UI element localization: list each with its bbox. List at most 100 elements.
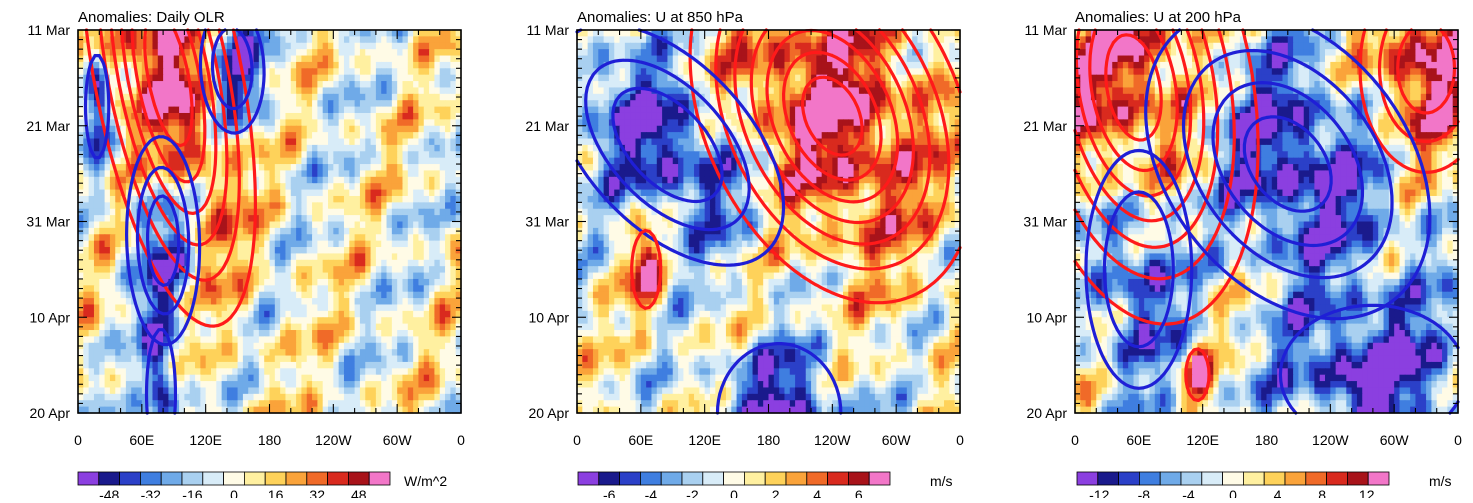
- heatmap-cell: [275, 356, 281, 363]
- heatmap-cell: [301, 279, 307, 286]
- heatmap-cell: [296, 75, 302, 82]
- heatmap-cell: [270, 119, 276, 126]
- heatmap-cell: [387, 381, 393, 388]
- heatmap-cell: [174, 190, 180, 197]
- heatmap-cell: [333, 336, 339, 343]
- heatmap-cell: [402, 324, 408, 331]
- heatmap-cell: [254, 362, 260, 369]
- heatmap-cell: [222, 234, 228, 241]
- heatmap-cell: [349, 387, 355, 394]
- heatmap-cell: [211, 202, 217, 209]
- heatmap-cell: [917, 30, 923, 37]
- heatmap-cell: [402, 394, 408, 401]
- heatmap-cell: [445, 170, 451, 177]
- heatmap-cell: [312, 387, 318, 394]
- heatmap-cell: [89, 381, 95, 388]
- heatmap-cell: [285, 298, 291, 305]
- heatmap-cell: [376, 36, 382, 43]
- heatmap-cell: [450, 260, 456, 267]
- heatmap-cell: [360, 56, 366, 63]
- heatmap-cell: [387, 196, 393, 203]
- heatmap-cell: [115, 202, 121, 209]
- heatmap-cell: [387, 311, 393, 318]
- colorbar-box: [348, 472, 369, 485]
- heatmap-cell: [152, 56, 158, 63]
- heatmap-cell: [854, 56, 860, 63]
- heatmap-cell: [413, 119, 419, 126]
- heatmap-cell: [450, 113, 456, 120]
- heatmap-cell: [376, 368, 382, 375]
- heatmap-cell: [397, 247, 403, 254]
- heatmap-cell: [450, 222, 456, 229]
- heatmap-cell: [317, 241, 323, 248]
- heatmap-cell: [413, 49, 419, 56]
- heatmap-cell: [434, 266, 440, 273]
- heatmap-cell: [429, 107, 435, 114]
- heatmap-cell: [89, 241, 95, 248]
- heatmap-cell: [200, 362, 206, 369]
- heatmap-cell: [726, 36, 732, 43]
- heatmap-cell: [307, 336, 313, 343]
- heatmap-cell: [434, 368, 440, 375]
- heatmap-cell: [450, 75, 456, 82]
- heatmap-cell: [726, 68, 732, 75]
- heatmap-cell: [115, 311, 121, 318]
- heatmap-cell: [355, 177, 361, 184]
- heatmap-cell: [83, 202, 89, 209]
- heatmap-cell: [360, 349, 366, 356]
- heatmap-cell: [365, 56, 371, 63]
- heatmap-cell: [408, 139, 414, 146]
- heatmap-cell: [275, 394, 281, 401]
- heatmap-cell: [397, 228, 403, 235]
- heatmap-cell: [89, 349, 95, 356]
- heatmap-cell: [450, 107, 456, 114]
- heatmap-cell: [387, 145, 393, 152]
- heatmap-cell: [152, 356, 158, 363]
- heatmap-cell: [89, 368, 95, 375]
- colorbar-label: 0: [230, 487, 238, 498]
- heatmap-cell: [365, 202, 371, 209]
- heatmap-cell: [769, 36, 775, 43]
- heatmap-cell: [296, 241, 302, 248]
- heatmap-cell: [397, 151, 403, 158]
- heatmap-cell: [371, 56, 377, 63]
- heatmap-cell: [280, 356, 286, 363]
- heatmap-cell: [280, 228, 286, 235]
- heatmap-cell: [291, 292, 297, 299]
- heatmap-cell: [371, 209, 377, 216]
- heatmap-cell: [275, 260, 281, 267]
- heatmap-cell: [168, 43, 174, 50]
- heatmap-cell: [275, 151, 281, 158]
- heatmap-cell: [408, 285, 414, 292]
- heatmap-cell: [620, 43, 626, 50]
- heatmap-cell: [360, 190, 366, 197]
- heatmap-cell: [126, 311, 132, 318]
- heatmap-cell: [349, 145, 355, 152]
- heatmap-cell: [296, 177, 302, 184]
- heatmap-cell: [115, 285, 121, 292]
- heatmap-cell: [434, 87, 440, 94]
- heatmap-cell: [275, 241, 281, 248]
- heatmap-cell: [275, 324, 281, 331]
- heatmap-cell: [301, 381, 307, 388]
- heatmap-cell: [89, 177, 95, 184]
- heatmap-cell: [355, 119, 361, 126]
- heatmap-cell: [604, 68, 610, 75]
- heatmap-cell: [184, 145, 190, 152]
- heatmap-cell: [450, 183, 456, 190]
- heatmap-cell: [371, 126, 377, 133]
- heatmap-cell: [402, 356, 408, 363]
- heatmap-cell: [355, 87, 361, 94]
- heatmap-cell: [450, 100, 456, 107]
- heatmap-cell: [450, 292, 456, 299]
- heatmap-cell: [83, 381, 89, 388]
- heatmap-cell: [323, 266, 329, 273]
- heatmap-cell: [339, 36, 345, 43]
- heatmap-cell: [152, 151, 158, 158]
- heatmap-cell: [270, 368, 276, 375]
- heatmap-cell: [371, 36, 377, 43]
- heatmap-cell: [445, 75, 451, 82]
- heatmap-cell: [200, 387, 206, 394]
- heatmap-cell: [673, 62, 679, 69]
